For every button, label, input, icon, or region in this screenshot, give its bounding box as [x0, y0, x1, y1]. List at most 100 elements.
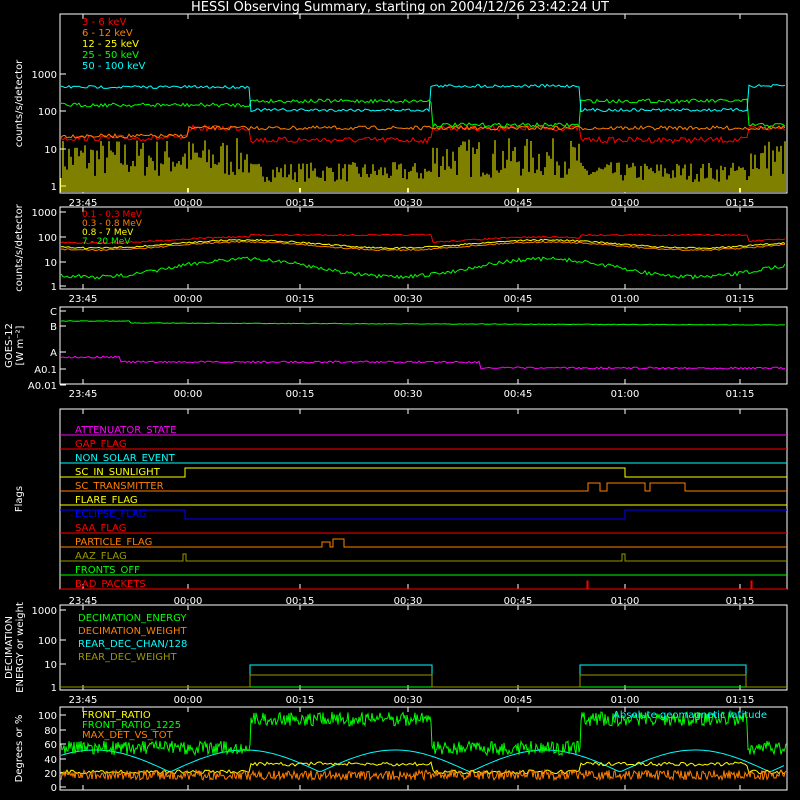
ratio-annotation: Absolute geomagnetic latitude [613, 710, 767, 721]
dec-legend-entry-1: DECIMATION_WEIGHT [78, 626, 187, 637]
dec-y-tick-label: 1 [51, 683, 57, 694]
hi-x-tick-label: 01:15 [726, 294, 755, 305]
lo-legend-entry-1: 6 - 12 keV [82, 28, 133, 39]
goes-y-tick-label: B [50, 322, 57, 333]
dec-x-tick-label: 00:15 [286, 695, 315, 706]
flags-x-tick-label: 00:45 [504, 596, 533, 607]
flag-label-1: GAP_FLAG [75, 439, 127, 450]
ratio-y-tick-label: 60 [44, 740, 57, 751]
lo-y-tick-label: 1 [51, 182, 57, 193]
goes-y-tick-label: A [50, 348, 57, 359]
lo-y-tick-label: 100 [38, 107, 57, 118]
hi-series-orange [60, 240, 786, 252]
flag-label-0: ATTENUATOR_STATE [75, 425, 176, 436]
ratio-series-green [60, 710, 787, 757]
goes-y-tick-label: C [50, 307, 57, 318]
hi-ylabel: counts/s/detector [14, 203, 25, 291]
flags-ylabel: Flags [14, 486, 25, 512]
goes-series-green [60, 320, 786, 326]
ratio-axes-frame [59, 706, 788, 791]
ratio-legend-entry-0: FRONT_RATIO [82, 710, 151, 721]
ratio-y-tick-label: 100 [38, 711, 57, 722]
lo-x-tick-label: 00:30 [394, 198, 423, 209]
flags-x-tick-label: 01:00 [611, 596, 640, 607]
dec-x-tick-label: 01:00 [611, 695, 640, 706]
dec-x-tick-label: 00:00 [174, 695, 203, 706]
flag-line-6 [60, 509, 787, 520]
flag-line-9 [60, 553, 787, 562]
hi-y-tick-label: 1000 [32, 208, 57, 219]
hi-series-yellow [60, 238, 786, 250]
ratio-y-tick-label: 40 [44, 755, 57, 766]
flags-x-tick-label: 00:15 [286, 596, 315, 607]
hi-y-tick-label: 1 [51, 282, 57, 293]
dec-x-tick-label: 01:15 [726, 695, 755, 706]
lo-x-tick-label: 00:45 [504, 198, 533, 209]
dec-y-tick-label: 100 [38, 636, 57, 647]
lo-axes-frame [59, 13, 788, 194]
lo-legend-entry-3: 25 - 50 keV [82, 50, 139, 61]
dec-x-tick-label: 23:45 [69, 695, 98, 706]
lo-x-tick-label: 01:15 [726, 198, 755, 209]
goes-x-tick-label: 00:15 [286, 389, 315, 400]
flag-label-5: FLARE_FLAG [75, 495, 138, 506]
dec-y-tick-label: 1000 [32, 606, 57, 617]
lo-x-tick-label: 00:00 [174, 198, 203, 209]
flag-line-4 [60, 482, 787, 492]
lo-legend-entry-4: 50 - 100 keV [82, 61, 146, 72]
hi-series-red [60, 233, 786, 245]
dec-ylabel: DECIMATION [4, 616, 15, 679]
goes-y-tick-label: A0.1 [34, 365, 57, 376]
hi-x-tick-label: 00:15 [286, 294, 315, 305]
dec-legend-entry-0: DECIMATION_ENERGY [78, 613, 187, 624]
hi-legend-entry-3: 7 - 20 MeV [82, 237, 131, 247]
flag-line-11 [60, 580, 787, 590]
dec-y-tick-label: 10 [44, 660, 57, 671]
goes-series-magenta [60, 355, 786, 370]
hi-y-tick-label: 100 [38, 233, 57, 244]
goes-axes-frame [59, 306, 788, 385]
goes-x-tick-label: 01:15 [726, 389, 755, 400]
ratio-ylabel: Degrees or % [14, 715, 25, 783]
lo-legend-entry-0: 3 - 6 keV [82, 17, 126, 28]
lo-y-tick-label: 10 [44, 145, 57, 156]
ratio-series-yellow [60, 761, 786, 775]
hi-legend-entry-1: 0.3 - 0.8 MeV [82, 219, 143, 229]
dec-x-tick-label: 00:30 [394, 695, 423, 706]
flag-line-3 [60, 467, 787, 478]
hi-legend-entry-0: 0.1 - 0.3 MeV [82, 210, 143, 220]
hi-x-tick-label: 01:00 [611, 294, 640, 305]
flag-label-3: SC_IN_SUNLIGHT [75, 467, 161, 478]
hi-legend-entry-2: 0.8 - 7 MeV [82, 228, 134, 238]
flags-x-tick-label: 00:30 [394, 596, 423, 607]
flag-label-10: FRONTS_OFF [75, 565, 140, 576]
plot-title: HESSI Observing Summary, starting on 200… [191, 0, 609, 15]
flag-label-4: SC_TRANSMITTER [75, 481, 164, 492]
hi-x-tick-label: 00:45 [504, 294, 533, 305]
ratio-series-orange [60, 768, 787, 782]
lo-x-tick-label: 01:00 [611, 198, 640, 209]
lo-ylabel: counts/s/detector [14, 59, 25, 147]
goes-x-tick-label: 23:45 [69, 389, 98, 400]
dec-x-tick-label: 00:45 [504, 695, 533, 706]
dec-legend-entry-2: REAR_DEC_CHAN/128 [78, 639, 187, 650]
hi-series-green [60, 256, 786, 280]
flag-label-9: AAZ_FLAG [75, 551, 127, 562]
lo-x-tick-label: 23:45 [69, 198, 98, 209]
dec-series-rear-chan [60, 664, 787, 688]
ratio-y-tick-label: 80 [44, 726, 57, 737]
hi-axes-frame [59, 206, 788, 290]
goes-x-tick-label: 01:00 [611, 389, 640, 400]
goes-ylabel: GOES-12 [4, 323, 15, 368]
ratio-legend-entry-1: FRONT_RATIO_1225 [82, 720, 181, 731]
flags-axes-frame [59, 408, 788, 590]
flag-label-8: PARTICLE_FLAG [75, 537, 152, 548]
lo-series-cyan [60, 83, 786, 113]
ratio-legend-entry-2: MAX_DET_VS_TOT [82, 730, 174, 741]
lo-series-red [60, 123, 786, 145]
dec-ylabel-2: ENERGY or weight [15, 602, 26, 693]
flags-x-tick-label: 01:15 [726, 596, 755, 607]
goes-x-tick-label: 00:30 [394, 389, 423, 400]
dec-axes-frame [59, 604, 788, 691]
